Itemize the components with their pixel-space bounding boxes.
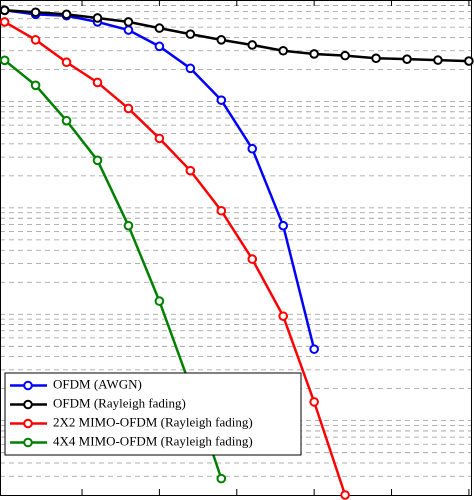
marker xyxy=(123,220,134,231)
legend-label: OFDM (Rayleigh fading) xyxy=(53,395,186,410)
marker xyxy=(154,41,165,52)
legend-label: 4X4 MIMO-OFDM (Rayleigh fading) xyxy=(53,433,253,448)
marker xyxy=(123,103,134,114)
legend-marker xyxy=(23,399,33,410)
marker xyxy=(402,54,412,64)
marker xyxy=(185,165,196,176)
marker xyxy=(61,9,72,20)
marker xyxy=(464,56,474,66)
series-line xyxy=(4,9,469,63)
legend-marker xyxy=(23,380,33,391)
marker xyxy=(0,55,10,66)
marker xyxy=(154,133,165,144)
series-line xyxy=(4,20,347,496)
marker xyxy=(278,311,289,321)
marker xyxy=(61,115,72,126)
legend-marker xyxy=(23,418,33,429)
marker xyxy=(247,254,258,264)
marker xyxy=(154,23,165,33)
marker xyxy=(92,13,103,23)
marker xyxy=(0,17,10,27)
series-line xyxy=(3,59,223,480)
marker xyxy=(92,155,103,166)
marker xyxy=(247,40,258,50)
marker xyxy=(123,17,134,27)
legend-box xyxy=(4,372,302,456)
marker xyxy=(185,63,196,74)
marker xyxy=(30,7,41,18)
marker xyxy=(278,45,289,56)
marker xyxy=(61,57,72,68)
marker xyxy=(216,473,227,484)
legend-marker xyxy=(23,437,33,448)
legend-label: OFDM (AWGN) xyxy=(53,376,142,391)
marker xyxy=(154,296,165,306)
marker xyxy=(371,53,381,64)
marker xyxy=(123,25,134,35)
marker xyxy=(433,55,443,65)
marker xyxy=(340,490,350,500)
marker xyxy=(216,35,227,45)
marker xyxy=(216,205,227,216)
marker xyxy=(309,344,319,354)
marker xyxy=(0,5,10,16)
marker xyxy=(340,50,350,61)
marker xyxy=(92,77,103,88)
marker xyxy=(216,95,227,105)
marker xyxy=(309,397,319,407)
marker xyxy=(309,49,319,59)
marker xyxy=(185,29,196,39)
legend-label: 2X2 MIMO-OFDM (Rayleigh fading) xyxy=(53,414,253,429)
marker xyxy=(30,80,41,91)
marker xyxy=(278,220,289,231)
marker xyxy=(30,35,41,45)
marker xyxy=(247,143,258,154)
